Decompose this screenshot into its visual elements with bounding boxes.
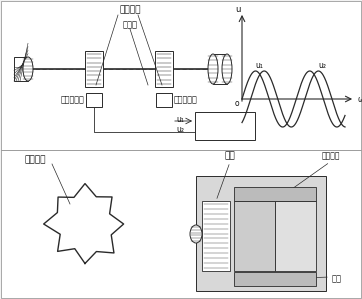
Bar <box>1 150 361 298</box>
Bar <box>202 201 230 271</box>
Bar <box>275 201 316 271</box>
Bar <box>155 51 173 87</box>
Text: 齿形圆盘: 齿形圆盘 <box>119 5 141 14</box>
Bar <box>234 201 275 271</box>
Bar <box>234 272 316 286</box>
Text: u₁: u₁ <box>256 60 264 69</box>
Bar <box>195 112 255 140</box>
Text: 扭转轴: 扭转轴 <box>122 21 138 30</box>
Text: N: N <box>249 230 259 242</box>
Text: o: o <box>235 98 239 108</box>
Bar <box>196 176 326 291</box>
Bar <box>234 187 316 201</box>
Bar <box>85 51 103 87</box>
Bar <box>1 1 361 150</box>
Ellipse shape <box>190 225 202 243</box>
Text: u₁: u₁ <box>176 115 184 123</box>
Ellipse shape <box>222 54 232 84</box>
Text: 磁电传感器: 磁电传感器 <box>174 95 198 104</box>
Text: 测量仪表: 测量仪表 <box>215 121 235 130</box>
Text: 线圈: 线圈 <box>225 152 235 161</box>
Text: 永久磁铁: 永久磁铁 <box>321 152 340 161</box>
Ellipse shape <box>23 57 33 81</box>
Text: 1: 1 <box>161 95 167 104</box>
Text: 2: 2 <box>91 95 97 104</box>
Bar <box>14 57 28 81</box>
Text: ωt: ωt <box>358 94 362 103</box>
Text: u₂: u₂ <box>319 60 327 69</box>
Text: 磁电传感器: 磁电传感器 <box>60 95 84 104</box>
Text: 铁芯: 铁芯 <box>332 274 342 283</box>
Text: u: u <box>235 4 241 13</box>
Bar <box>213 54 227 84</box>
Text: 齿形圆盘: 齿形圆盘 <box>24 155 46 164</box>
Ellipse shape <box>208 54 218 84</box>
Bar <box>156 93 172 107</box>
Text: S: S <box>291 230 299 242</box>
Text: u₂: u₂ <box>176 126 184 135</box>
Bar <box>86 93 102 107</box>
